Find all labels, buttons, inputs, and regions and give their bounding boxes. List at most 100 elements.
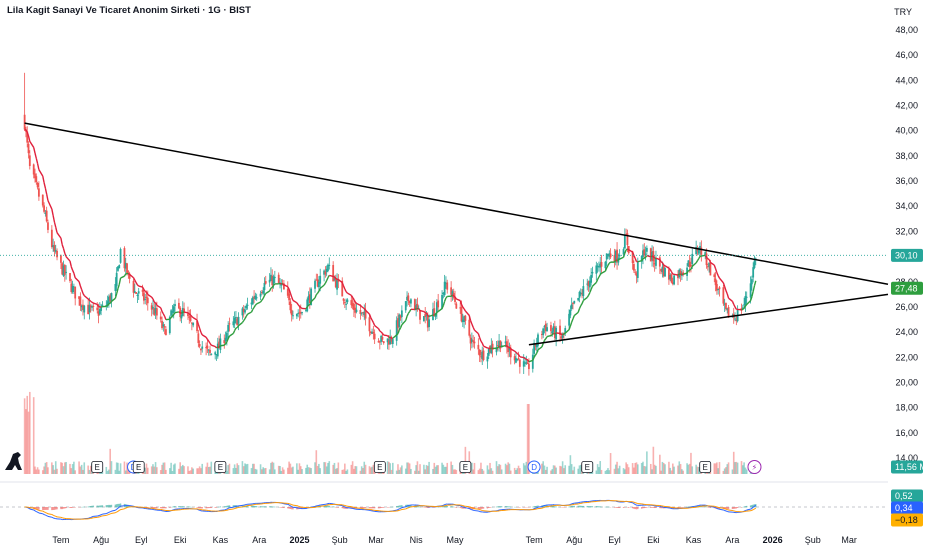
event-marker-earnings[interactable]: E: [459, 461, 472, 473]
macd-histogram-bar: [446, 505, 448, 508]
ma-segment: [634, 258, 638, 262]
macd-histogram-bar: [153, 507, 155, 509]
candle-body: [626, 233, 629, 246]
macd-histogram-bar: [535, 505, 538, 508]
candle-body: [408, 300, 411, 303]
volume-bar: [555, 467, 557, 474]
event-marker-earnings[interactable]: E: [373, 461, 386, 473]
event-marker-dividend[interactable]: D: [527, 460, 541, 474]
macd-histogram-bar: [504, 506, 507, 508]
signal-line-segment: [37, 509, 40, 511]
ma-segment: [169, 317, 172, 320]
volume-bar: [599, 461, 602, 474]
candle-body: [459, 307, 462, 309]
ma-segment: [550, 334, 553, 337]
ma-segment: [44, 187, 48, 195]
candle-body: [146, 297, 149, 304]
candle-body: [314, 280, 316, 289]
event-marker-earnings[interactable]: E: [132, 461, 145, 473]
ma-segment: [462, 306, 465, 310]
volume-bar: [180, 466, 183, 474]
ma-segment: [441, 305, 444, 309]
candle-body: [443, 281, 446, 296]
candle-body: [442, 292, 445, 295]
macd-histogram-bar: [241, 505, 244, 508]
macd-histogram-bar: [259, 506, 262, 508]
event-marker-earnings[interactable]: E: [214, 461, 227, 473]
y-tick-label: 48,00: [895, 25, 918, 35]
event-marker-earnings[interactable]: E: [91, 461, 104, 473]
ma-segment: [141, 286, 145, 290]
ma-segment: [628, 249, 633, 253]
ma-segment: [118, 277, 122, 285]
candle-body: [613, 254, 616, 263]
volume-bar: [23, 398, 26, 474]
ma-segment: [43, 182, 47, 189]
volume-bar: [578, 465, 581, 474]
ma-segment: [323, 282, 326, 286]
macd-line-segment: [541, 505, 544, 508]
candle-body: [343, 302, 346, 304]
volume-bar: [668, 461, 670, 474]
volume-badge-text: 11,56 M: [895, 462, 927, 472]
ma-value-badge-bg: [891, 281, 923, 295]
trendlines-layer[interactable]: [24, 122, 889, 346]
macd-histogram-bar: [127, 505, 130, 508]
ma-segment: [722, 282, 726, 287]
tradingview-logo[interactable]: [5, 452, 22, 470]
ma-segment: [714, 268, 718, 273]
macd-line-segment: [634, 503, 637, 506]
macd-histogram-bar: [386, 507, 389, 508]
macd-line-segment: [399, 507, 401, 510]
event-marker-earnings[interactable]: E: [581, 461, 594, 473]
volume-bar: [123, 461, 126, 474]
candle-body: [183, 308, 185, 312]
ma-segment: [752, 285, 756, 292]
macd-line-segment: [715, 507, 718, 509]
macd-line-segment: [461, 505, 463, 508]
x-tick-label: May: [447, 535, 465, 545]
volume-bar: [637, 464, 639, 474]
event-marker-alert[interactable]: ⚡: [747, 460, 762, 474]
ma-segment: [643, 256, 646, 259]
macd-histogram-bar: [268, 506, 271, 508]
macd-histogram-bar: [188, 506, 190, 508]
candle-body: [345, 303, 348, 305]
signal-line-badge: −0,18: [891, 513, 923, 527]
ma-segment: [234, 327, 237, 331]
ma-segment: [718, 277, 724, 284]
candle-body: [163, 326, 166, 328]
earnings-badge: [459, 461, 472, 473]
volume-bar: [415, 465, 417, 474]
ma-segment: [256, 301, 261, 305]
ma-segment: [173, 312, 176, 315]
candle-body: [635, 273, 638, 277]
x-tick-label: Mar: [368, 535, 384, 545]
candle-body: [254, 295, 257, 300]
events-row[interactable]: EDEEEEDEE⚡: [91, 460, 762, 474]
macd-line-segment: [233, 506, 235, 508]
ma-segment: [350, 294, 354, 298]
candle-body: [598, 266, 600, 268]
macd-histogram-bar: [101, 505, 104, 508]
macd-line-segment: [106, 512, 108, 515]
y-tick-label: 26,00: [895, 302, 918, 312]
volume-bar: [51, 462, 53, 474]
macd-line-segment: [36, 511, 38, 513]
earnings-badge: [699, 461, 712, 473]
candle-body: [750, 279, 753, 285]
event-marker-earnings[interactable]: E: [699, 461, 712, 473]
candle-body: [708, 262, 711, 267]
ma-segment: [361, 306, 364, 309]
candle-body: [679, 271, 682, 276]
candle-body: [741, 307, 744, 309]
volume-bar: [513, 467, 516, 474]
candle-body: [499, 340, 502, 349]
macd-histogram-bar: [578, 505, 581, 508]
ma-segment: [42, 175, 45, 183]
ma-segment: [45, 193, 49, 201]
x-tick-label: Eyl: [608, 535, 621, 545]
tradingview-dino-icon: [5, 452, 22, 470]
candle-body: [60, 255, 62, 263]
